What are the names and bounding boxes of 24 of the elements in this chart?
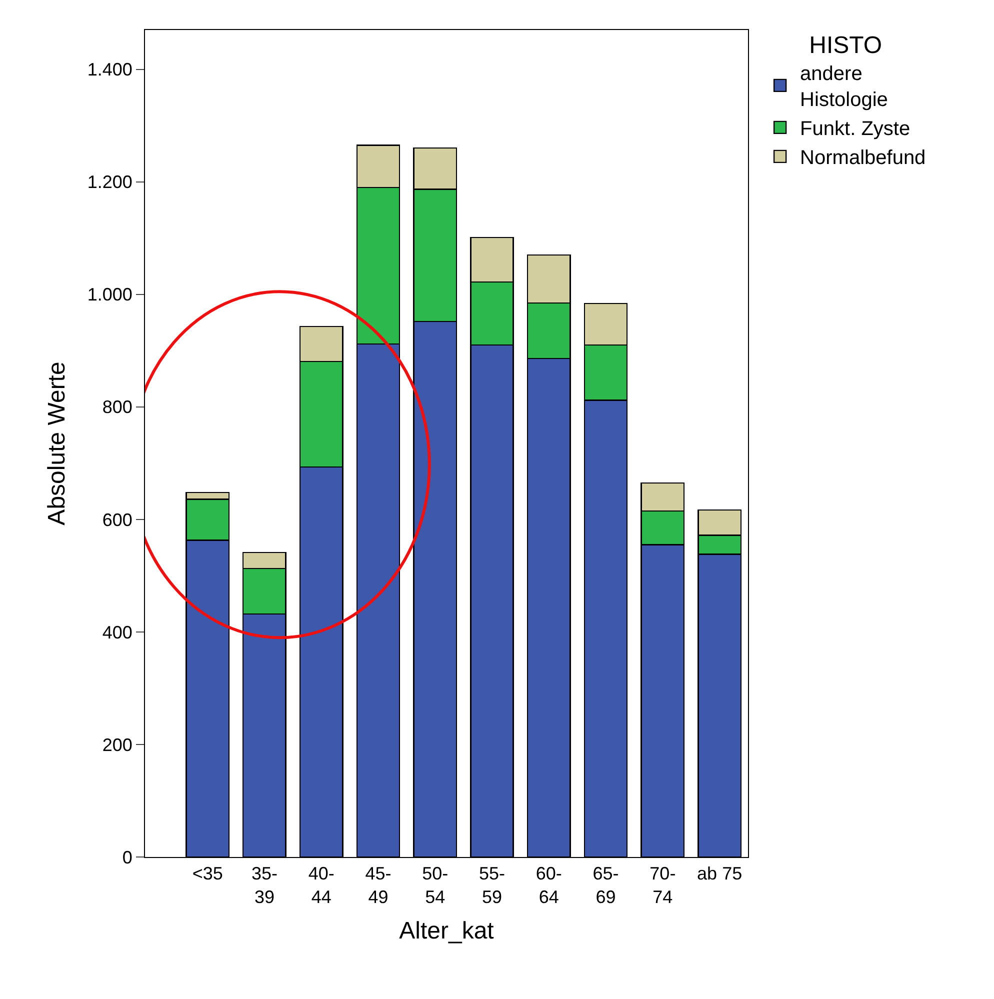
y-tick-label: 1.200 <box>87 172 132 192</box>
x-tick-label: 35- 39 <box>251 864 278 907</box>
x-tick-label: 55- 59 <box>479 864 506 907</box>
y-tick-label: 400 <box>102 622 132 642</box>
y-tick-label: 200 <box>102 734 132 755</box>
x-tick-label: 45- 49 <box>365 864 392 907</box>
x-tick-label: 65- 69 <box>592 864 619 907</box>
x-axis-title: Alter_kat <box>399 917 494 944</box>
y-tick-label: 800 <box>102 397 132 418</box>
x-tick-label: <35 <box>192 864 223 884</box>
legend-label: Normalbefund <box>800 147 926 170</box>
x-tick-label: 50- 54 <box>422 864 448 907</box>
y-axis-title: Absolute Werte <box>43 362 70 526</box>
legend-label: andere Histologie <box>800 63 888 112</box>
legend-label: Funkt. Zyste <box>800 118 910 140</box>
x-tick-label: 60- 64 <box>536 864 562 907</box>
y-tick-label: 1.000 <box>87 284 132 305</box>
y-tick-label: 0 <box>122 847 132 868</box>
x-tick-label: 70- 74 <box>650 864 676 907</box>
y-tick-label: 600 <box>102 510 132 530</box>
x-tick-label: ab 75 <box>697 864 742 884</box>
legend-title: HISTO <box>809 32 882 59</box>
x-tick-label: 40- 44 <box>308 864 334 907</box>
y-tick-label: 1.400 <box>87 60 132 80</box>
